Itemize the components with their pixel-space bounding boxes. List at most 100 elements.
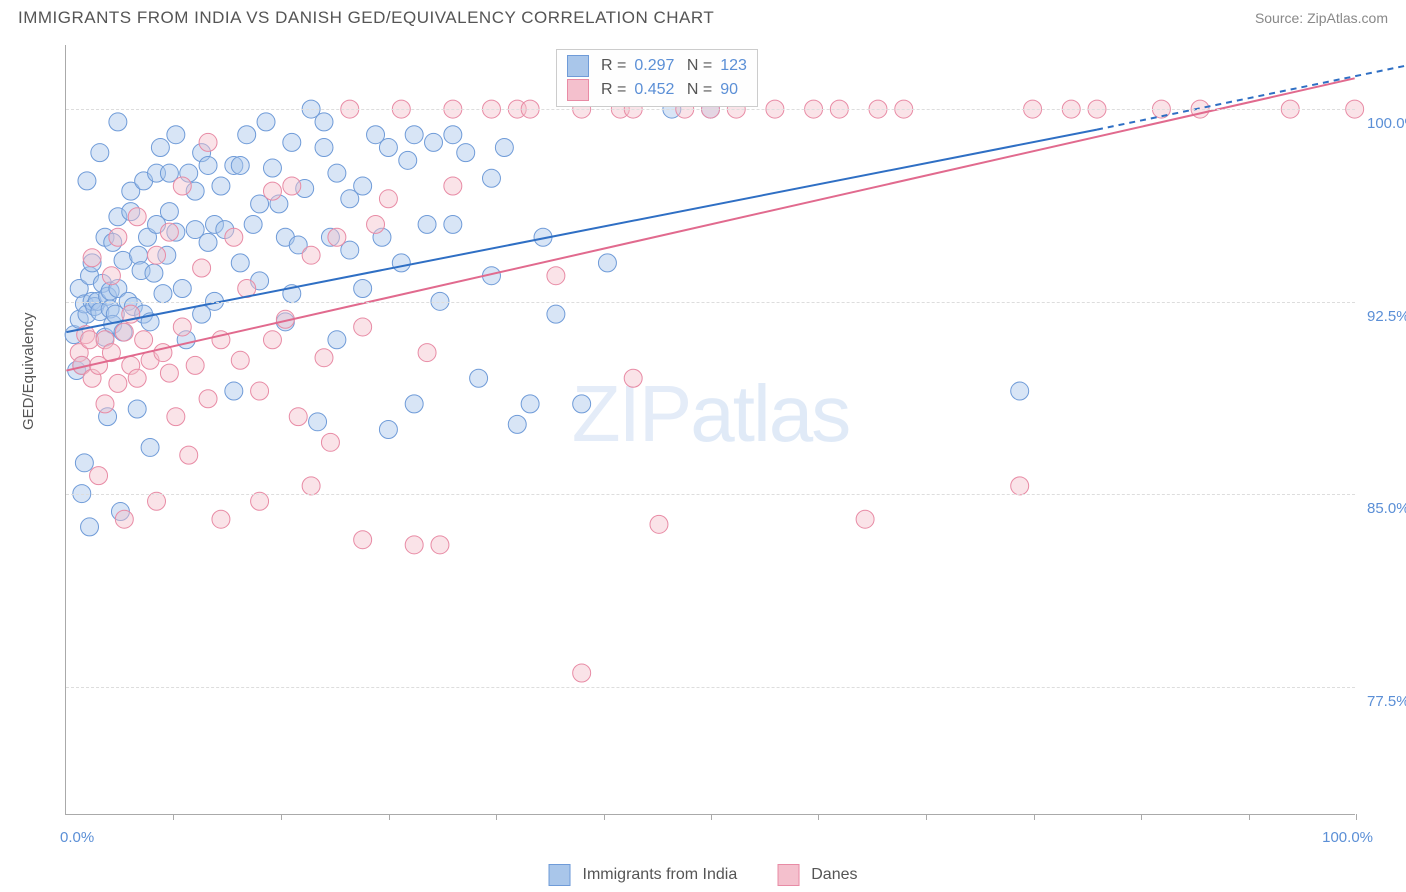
data-point [650, 515, 668, 533]
swatch-series-1 [567, 55, 589, 77]
scatter-svg [66, 45, 1355, 814]
data-point [283, 177, 301, 195]
data-point [856, 510, 874, 528]
x-tick [818, 814, 819, 820]
data-point [199, 133, 217, 151]
x-tick [1141, 814, 1142, 820]
swatch-series-2 [567, 79, 589, 101]
legend-item-1: Immigrants from India [549, 864, 738, 886]
data-point [135, 331, 153, 349]
trend-line-extrapolated [1097, 63, 1406, 130]
x-tick [1356, 814, 1357, 820]
data-point [212, 510, 230, 528]
data-point [128, 400, 146, 418]
data-point [154, 285, 172, 303]
data-point [115, 323, 133, 341]
data-point [405, 536, 423, 554]
data-point [547, 267, 565, 285]
data-point [444, 215, 462, 233]
data-point [193, 259, 211, 277]
data-point [302, 246, 320, 264]
data-point [354, 177, 372, 195]
data-point [186, 356, 204, 374]
y-tick-label: 100.0% [1367, 115, 1406, 132]
data-point [238, 126, 256, 144]
data-point [199, 390, 217, 408]
legend-swatch-1 [549, 864, 571, 886]
data-point [81, 518, 99, 536]
x-tick [281, 814, 282, 820]
data-point [328, 228, 346, 246]
data-point [379, 139, 397, 157]
data-point [379, 421, 397, 439]
data-point [231, 254, 249, 272]
data-point [231, 156, 249, 174]
data-point [457, 144, 475, 162]
data-point [78, 172, 96, 190]
data-point [508, 415, 526, 433]
data-point [160, 203, 178, 221]
data-point [167, 408, 185, 426]
gridline [66, 109, 1355, 110]
data-point [315, 139, 333, 157]
data-point [425, 133, 443, 151]
data-point [263, 182, 281, 200]
data-point [547, 305, 565, 323]
data-point [495, 139, 513, 157]
chart-source: Source: ZipAtlas.com [1255, 10, 1388, 26]
data-point [482, 169, 500, 187]
x-tick [173, 814, 174, 820]
data-point [180, 446, 198, 464]
gridline [66, 302, 1355, 303]
data-point [96, 395, 114, 413]
data-point [160, 364, 178, 382]
gridline [66, 687, 1355, 688]
data-point [289, 408, 307, 426]
data-point [309, 413, 327, 431]
data-point [151, 139, 169, 157]
chart-header: IMMIGRANTS FROM INDIA VS DANISH GED/EQUI… [0, 0, 1406, 32]
data-point [354, 531, 372, 549]
data-point [109, 113, 127, 131]
data-point [598, 254, 616, 272]
x-tick [604, 814, 605, 820]
data-point [444, 126, 462, 144]
y-tick-label: 85.0% [1367, 500, 1406, 517]
data-point [225, 228, 243, 246]
data-point [1011, 477, 1029, 495]
x-tick [926, 814, 927, 820]
y-tick-label: 77.5% [1367, 693, 1406, 710]
data-point [624, 369, 642, 387]
data-point [263, 159, 281, 177]
data-point [160, 223, 178, 241]
legend-item-2: Danes [777, 864, 857, 886]
data-point [90, 467, 108, 485]
data-point [109, 374, 127, 392]
data-point [302, 477, 320, 495]
data-point [444, 177, 462, 195]
data-point [1011, 382, 1029, 400]
data-point [102, 267, 120, 285]
x-tick [1249, 814, 1250, 820]
data-point [405, 395, 423, 413]
data-point [212, 177, 230, 195]
data-point [167, 126, 185, 144]
data-point [315, 349, 333, 367]
data-point [173, 177, 191, 195]
data-point [231, 351, 249, 369]
x-axis-min-label: 0.0% [60, 829, 94, 846]
gridline [66, 494, 1355, 495]
x-axis-max-label: 100.0% [1322, 829, 1373, 846]
bottom-legend: Immigrants from India Danes [549, 864, 858, 886]
data-point [91, 144, 109, 162]
data-point [521, 395, 539, 413]
data-point [399, 151, 417, 169]
data-point [573, 395, 591, 413]
data-point [470, 369, 488, 387]
data-point [199, 233, 217, 251]
chart-title: IMMIGRANTS FROM INDIA VS DANISH GED/EQUI… [18, 8, 714, 28]
data-point [392, 254, 410, 272]
x-tick [496, 814, 497, 820]
data-point [141, 438, 159, 456]
x-tick [1034, 814, 1035, 820]
